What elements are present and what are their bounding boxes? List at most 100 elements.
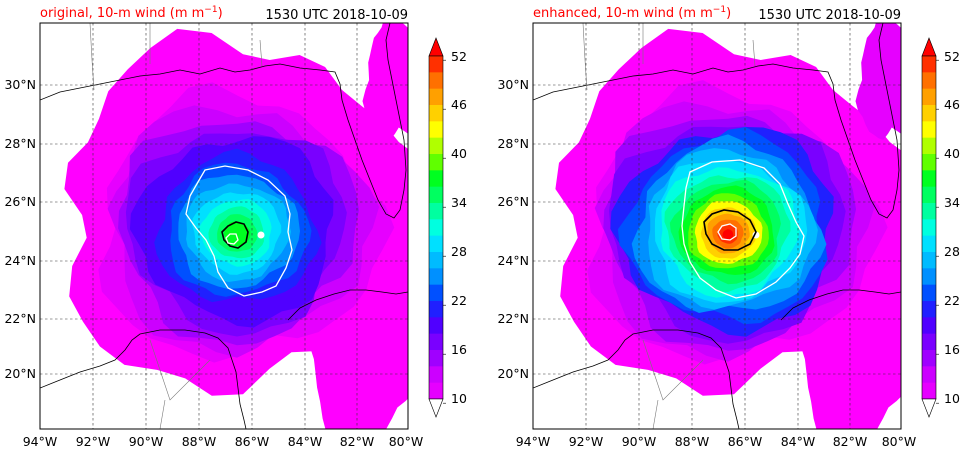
panel-original: original, 10-m wind (m m−1) 1530 UTC 201…	[4, 5, 467, 449]
colorbar-band	[429, 333, 443, 351]
colorbar-band	[429, 317, 443, 335]
lat-label: 30°N	[497, 77, 529, 92]
lat-label: 22°N	[4, 311, 36, 326]
colorbar-band	[922, 56, 936, 73]
colorbar-band	[429, 382, 443, 400]
panel-title-enhanced: enhanced, 10-m wind (m m−1)	[533, 5, 731, 21]
coastline-yucatan	[40, 329, 247, 429]
lon-labels: 94°W 92°W 90°W 88°W 86°W 84°W 82°W 80°W	[516, 434, 917, 449]
coastline-cuba	[780, 289, 901, 321]
colorbar-band	[429, 301, 443, 318]
colorbar-band	[922, 350, 936, 367]
colorbar-band	[429, 137, 443, 155]
colorbar-band	[922, 235, 936, 253]
colorbar-band	[429, 105, 443, 122]
coastline-yucatan	[533, 329, 740, 429]
state-border	[89, 23, 263, 91]
state-border	[582, 23, 756, 91]
lat-label: 26°N	[497, 194, 529, 209]
contour-black	[221, 221, 249, 249]
colorbar-tick: 52	[944, 49, 960, 64]
colorbar-extend-min	[428, 398, 444, 418]
coastline-cuba	[287, 289, 408, 321]
colorbar-band	[922, 382, 936, 400]
colorbar-band	[922, 154, 936, 171]
lat-label: 24°N	[4, 253, 36, 268]
colorbar-band	[922, 301, 936, 318]
colorbar-band	[922, 186, 936, 204]
colorbar-tick: 46	[944, 97, 960, 112]
colorbar-band	[922, 333, 936, 351]
wind-band	[722, 229, 734, 240]
storm-eye	[257, 231, 265, 239]
lon-label: 84°W	[781, 434, 816, 449]
lat-label: 28°N	[497, 136, 529, 151]
wind-field-original	[40, 23, 408, 429]
lon-label: 86°W	[235, 434, 270, 449]
lat-label: 20°N	[497, 366, 529, 381]
panel-time-original: 1530 UTC 2018-10-09	[265, 8, 408, 23]
colorbar-band	[922, 219, 936, 237]
colorbar-band	[922, 170, 936, 188]
colorbar-band	[429, 121, 443, 139]
wind-band	[230, 227, 244, 241]
colorbar-band	[922, 88, 936, 106]
colorbar-labels-original: 52 46 40 34 28 22 16 10	[451, 49, 467, 406]
lon-label: 90°W	[622, 434, 657, 449]
colorbar-tick: 46	[451, 97, 467, 112]
colorbar-band	[429, 350, 443, 367]
map-frame	[532, 22, 902, 430]
colorbar-extend-min	[921, 398, 937, 418]
contour-white-inner	[717, 223, 737, 241]
contour-white-outer	[185, 165, 293, 297]
contour-black	[703, 209, 757, 251]
colorbar-tick: 52	[451, 49, 467, 64]
colorbar-band	[429, 186, 443, 204]
colorbar-band	[429, 268, 443, 286]
lat-label: 24°N	[497, 253, 529, 268]
lat-label: 30°N	[4, 77, 36, 92]
lon-label: 90°W	[129, 434, 164, 449]
colorbar-band	[429, 154, 443, 171]
lat-label: 22°N	[497, 311, 529, 326]
lon-label: 88°W	[675, 434, 710, 449]
colorbar-extend-max	[921, 37, 937, 57]
colorbar-tick: 40	[451, 146, 467, 161]
colorbar-band	[922, 366, 936, 384]
colorbar-band	[922, 284, 936, 302]
wind-band	[362, 23, 408, 140]
colorbar-band	[922, 121, 936, 139]
colorbar-tick: 10	[451, 391, 467, 406]
colorbar-tick: 22	[451, 293, 467, 308]
lon-labels: 94°W 92°W 90°W 88°W 86°W 84°W 82°W 80°W	[23, 434, 424, 449]
lon-label: 92°W	[76, 434, 111, 449]
colorbar-band	[922, 203, 936, 220]
colorbar-tick: 34	[944, 195, 960, 210]
colorbar-band	[429, 56, 443, 73]
graticule	[533, 23, 901, 429]
panel-time-enhanced: 1530 UTC 2018-10-09	[758, 8, 901, 23]
coastline	[533, 23, 900, 219]
colorbar-tick: 16	[451, 342, 467, 357]
colorbar-labels-enhanced: 52 46 40 34 28 22 16 10	[944, 49, 960, 406]
colorbar-band	[922, 268, 936, 286]
colorbar-band	[429, 252, 443, 269]
colorbar-band	[429, 88, 443, 106]
panel-title-original: original, 10-m wind (m m−1)	[40, 5, 223, 21]
lat-labels: 30°N 28°N 26°N 24°N 22°N 20°N	[4, 77, 36, 381]
colorbar-band	[429, 284, 443, 302]
colorbar-tick: 10	[944, 391, 960, 406]
lat-labels: 30°N 28°N 26°N 24°N 22°N 20°N	[497, 77, 529, 381]
lon-label: 82°W	[833, 434, 868, 449]
contour-white-inner	[225, 233, 239, 245]
colorbar-band	[922, 317, 936, 335]
colorbar-tick: 28	[944, 244, 960, 259]
colorbar-enhanced	[921, 37, 939, 418]
wind-band	[855, 23, 901, 140]
lat-label: 26°N	[4, 194, 36, 209]
colorbar-band	[429, 203, 443, 220]
lon-label: 88°W	[182, 434, 217, 449]
lon-label: 92°W	[569, 434, 604, 449]
colorbar-tick: 34	[451, 195, 467, 210]
